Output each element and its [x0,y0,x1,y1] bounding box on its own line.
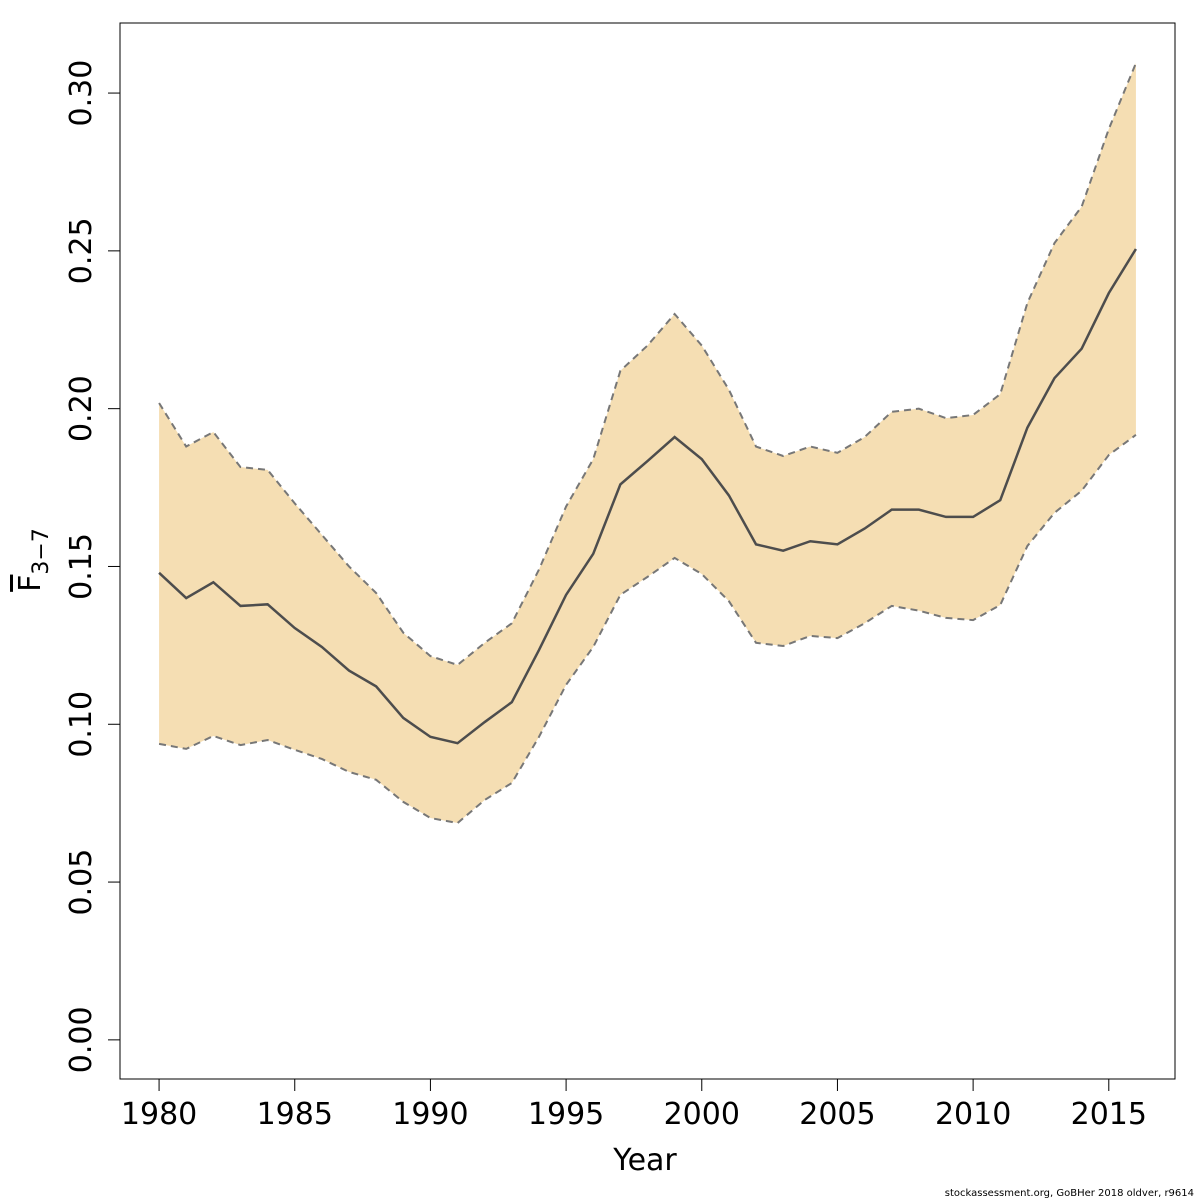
x-tick-label: 2015 [1071,1097,1147,1132]
x-tick-label: 2000 [664,1097,740,1132]
x-tick-label: 2005 [799,1097,875,1132]
y-tick-label: 0.30 [64,60,99,127]
y-label-symbol: F [13,575,48,592]
y-label-subscript: 3−7 [29,528,54,574]
x-tick-label: 1995 [528,1097,604,1132]
y-tick-label: 0.15 [64,533,99,600]
x-axis-label: Year [612,1143,677,1178]
estimate-line [158,248,1137,745]
y-tick-label: 0.20 [64,375,99,442]
y-tick-label: 0.10 [64,691,99,758]
x-tick-label: 1980 [121,1097,197,1132]
confidence-band [159,63,1136,824]
y-tick-label: 0.25 [64,217,99,284]
x-tick-label: 1985 [257,1097,333,1132]
y-axis-label: F3−7 [13,528,54,592]
lower-bound [158,434,1137,825]
x-tick-label: 1990 [392,1097,468,1132]
x-tick-label: 2010 [935,1097,1011,1132]
y-tick-label: 0.05 [64,849,99,916]
footer: stockassessment.org, GoBHer 2018 oldver,… [945,1188,1194,1199]
y-tick-label: 0.00 [64,1006,99,1073]
